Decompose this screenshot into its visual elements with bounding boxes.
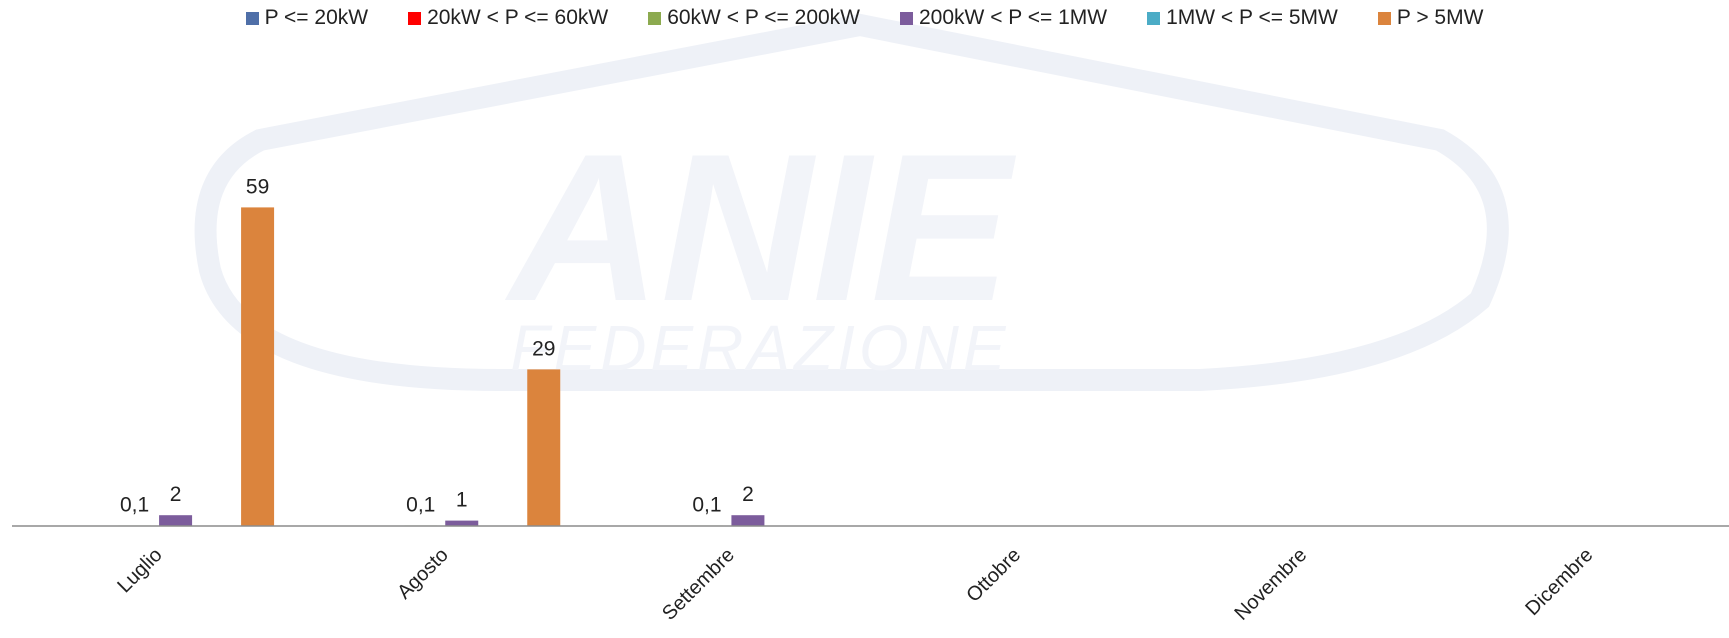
x-tick-label: Dicembre [1521,544,1597,620]
legend-item: P > 5MW [1377,6,1484,30]
legend-item: P <= 20kW [245,6,369,30]
data-label: 59 [246,175,269,198]
legend-swatch [1377,11,1391,25]
data-label: 2 [742,483,754,506]
legend-swatch [245,11,259,25]
chart-legend: P <= 20kW 20kW < P <= 60kW 60kW < P <= 200… [0,6,1729,30]
legend-label: P > 5MW [1396,6,1484,29]
legend-swatch [408,11,422,25]
legend-item: 200kW < P <= 1MW [900,6,1107,30]
x-tick-label: Agosto [393,544,453,604]
legend-label: 20kW < P <= 60kW [427,6,609,29]
legend-item: 20kW < P <= 60kW [408,6,608,30]
legend-label: 200kW < P <= 1MW [919,6,1108,29]
bar [241,207,275,526]
legend-item: 1MW < P <= 5MW [1147,6,1338,30]
watermark-federazione-text: FEDERAZIONE [510,312,1009,384]
bar [445,520,479,526]
legend-label: P <= 20kW [264,6,369,29]
legend-item: 60kW < P <= 200kW [648,6,860,30]
x-tick-label: Ottobre [962,544,1025,607]
data-label: 0,1 [120,493,149,516]
legend-swatch [1147,11,1161,25]
bar [731,515,765,526]
data-label: 0,1 [692,493,721,516]
data-label: 2 [170,483,182,506]
bar [159,515,193,526]
legend-label: 60kW < P <= 200kW [667,6,860,29]
legend-swatch [900,11,913,25]
legend-label: 1MW < P <= 5MW [1166,6,1338,29]
bar [527,369,561,526]
watermark-anie-text: ANIE [504,110,1017,345]
x-tick-label: Luglio [113,544,166,597]
x-tick-label: Settembre [658,544,739,625]
data-label: 1 [456,489,468,512]
x-tick-label: Novembre [1230,544,1311,625]
legend-swatch [648,11,662,25]
data-label: 0,1 [406,493,435,516]
data-label: 29 [532,337,555,360]
